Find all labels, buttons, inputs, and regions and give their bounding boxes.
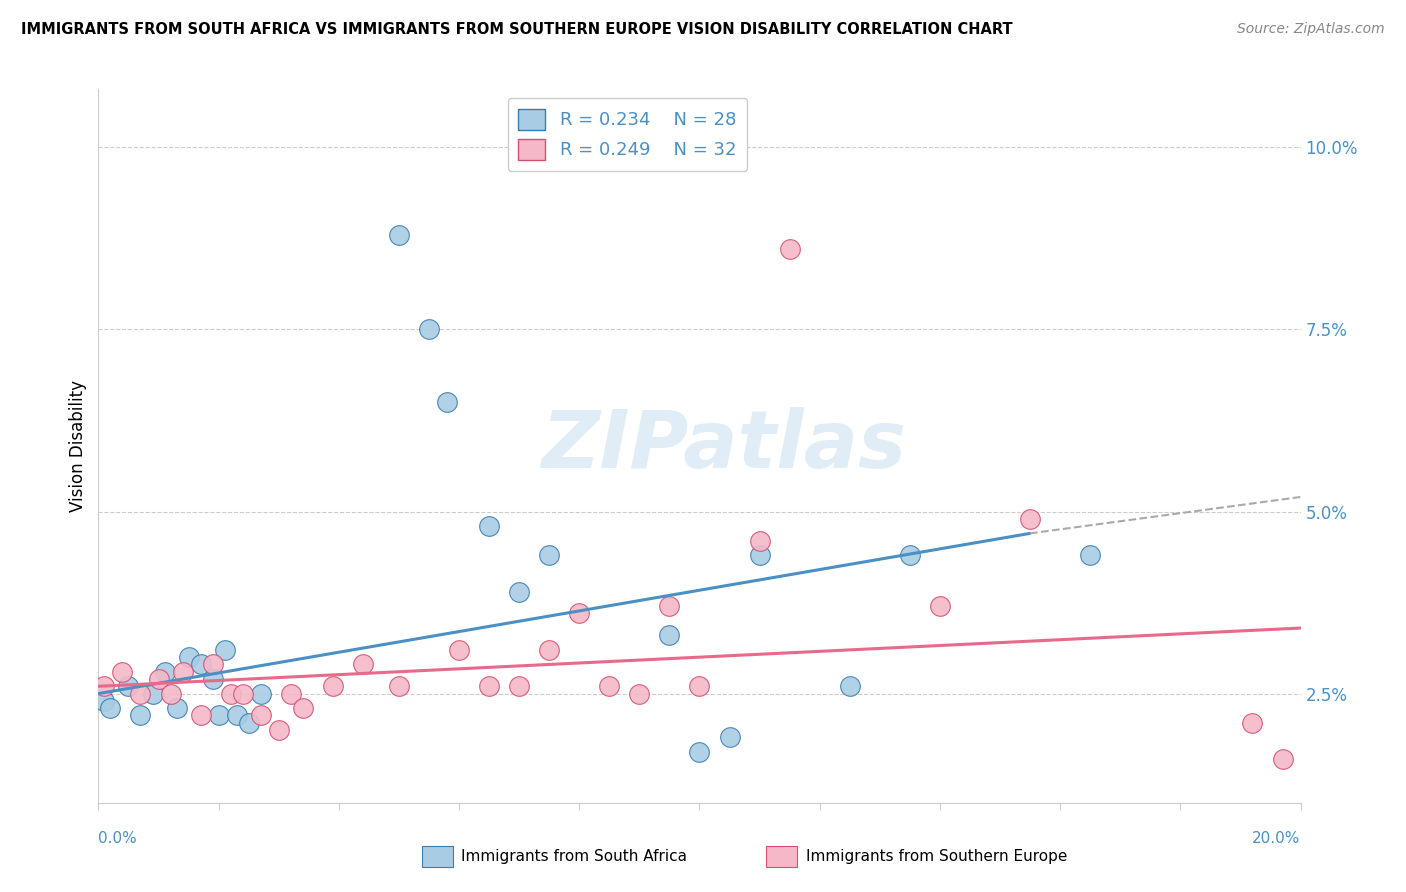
Point — [166, 701, 188, 715]
Point — [93, 694, 115, 708]
Point — [598, 679, 620, 693]
Point — [322, 679, 344, 693]
Point — [1078, 548, 1101, 562]
Point — [141, 687, 163, 701]
Point — [280, 687, 302, 701]
Point — [628, 687, 651, 701]
Point — [538, 643, 561, 657]
Point — [111, 665, 134, 679]
Point — [249, 708, 271, 723]
Point — [208, 708, 231, 723]
Point — [214, 643, 236, 657]
Text: 0.0%: 0.0% — [98, 831, 138, 846]
Point — [190, 708, 212, 723]
Point — [779, 243, 801, 257]
Point — [190, 657, 212, 672]
Point — [688, 679, 710, 693]
Point — [129, 708, 152, 723]
Y-axis label: Vision Disability: Vision Disability — [69, 380, 87, 512]
Point — [447, 643, 470, 657]
Point — [1019, 512, 1042, 526]
Point — [159, 687, 181, 701]
Point — [1271, 752, 1294, 766]
Point — [249, 687, 271, 701]
Point — [478, 519, 501, 533]
Point — [748, 548, 770, 562]
Point — [93, 679, 115, 693]
Point — [418, 322, 440, 336]
Point — [838, 679, 860, 693]
Point — [201, 657, 224, 672]
Point — [568, 607, 591, 621]
Point — [388, 227, 411, 242]
Point — [718, 731, 741, 745]
Point — [898, 548, 921, 562]
Point — [177, 650, 200, 665]
Point — [153, 665, 176, 679]
Point — [538, 548, 561, 562]
Point — [291, 701, 314, 715]
Text: Immigrants from Southern Europe: Immigrants from Southern Europe — [806, 849, 1067, 863]
Point — [129, 687, 152, 701]
Point — [352, 657, 374, 672]
Point — [436, 395, 458, 409]
Point — [748, 533, 770, 548]
Point — [201, 672, 224, 686]
Point — [172, 665, 194, 679]
Point — [508, 584, 530, 599]
Legend: R = 0.234    N = 28, R = 0.249    N = 32: R = 0.234 N = 28, R = 0.249 N = 32 — [508, 98, 747, 170]
Point — [100, 701, 122, 715]
Point — [1241, 715, 1264, 730]
Point — [219, 687, 242, 701]
Point — [929, 599, 952, 614]
Text: 20.0%: 20.0% — [1253, 831, 1301, 846]
Point — [658, 628, 681, 642]
Point — [508, 679, 530, 693]
Text: Source: ZipAtlas.com: Source: ZipAtlas.com — [1237, 22, 1385, 37]
Point — [267, 723, 290, 737]
Point — [232, 687, 254, 701]
Point — [238, 715, 260, 730]
Point — [148, 672, 170, 686]
Text: IMMIGRANTS FROM SOUTH AFRICA VS IMMIGRANTS FROM SOUTHERN EUROPE VISION DISABILIT: IMMIGRANTS FROM SOUTH AFRICA VS IMMIGRAN… — [21, 22, 1012, 37]
Point — [658, 599, 681, 614]
Point — [225, 708, 247, 723]
Point — [478, 679, 501, 693]
Point — [117, 679, 139, 693]
Text: ZIPatlas: ZIPatlas — [541, 407, 905, 485]
Point — [688, 745, 710, 759]
Text: Immigrants from South Africa: Immigrants from South Africa — [461, 849, 688, 863]
Point — [388, 679, 411, 693]
